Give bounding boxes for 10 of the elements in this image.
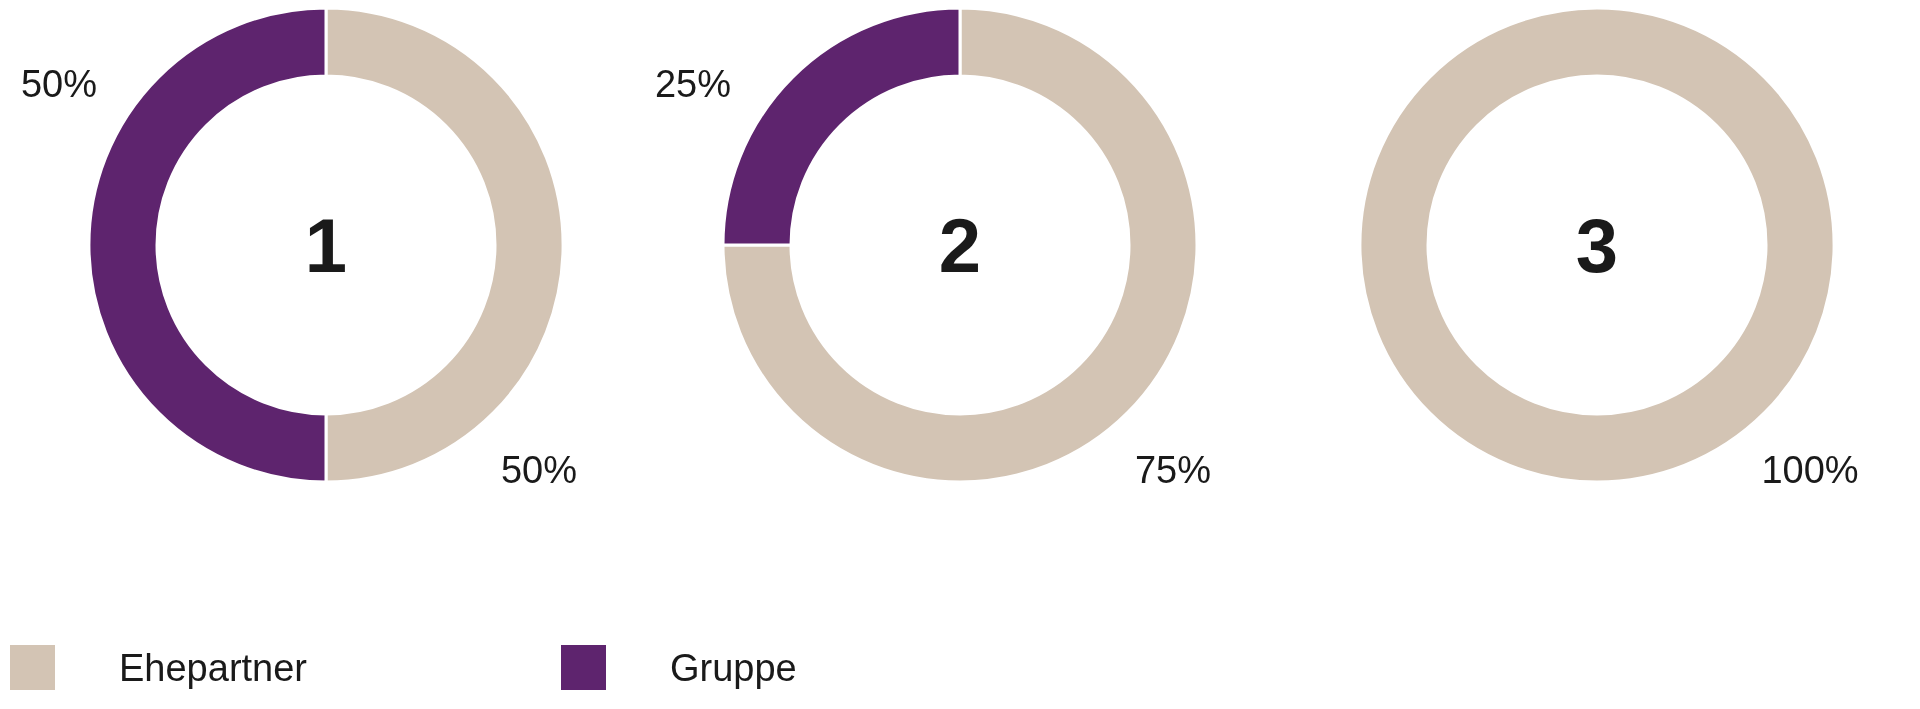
legend-label: Ehepartner [119,646,308,689]
data-label: 50% [500,448,578,491]
legend-label: Gruppe [670,646,797,689]
text: 2 [938,203,982,289]
data-label: 50% [20,62,98,105]
data-label: 100% [1761,448,1859,491]
text: 3 [1575,203,1619,289]
data-label: 25% [654,62,732,105]
data-label: 75% [1134,448,1212,491]
text: 1 [304,203,348,289]
